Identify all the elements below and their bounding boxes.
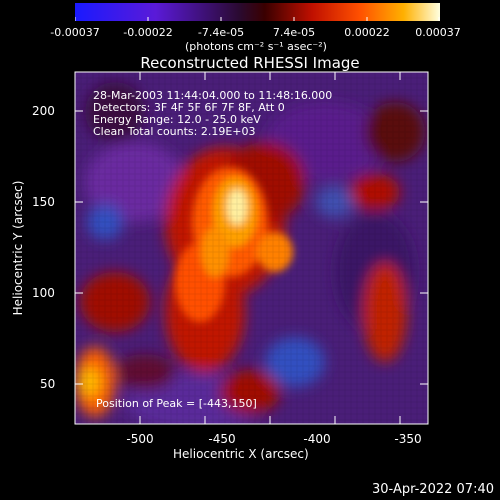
y-tick-label: 200 [32,104,55,118]
x-tick-label: -350 [394,432,422,446]
y-tick-label: 50 [40,377,56,391]
colorbar-tick-label: 7.4e-05 [272,26,316,39]
rhessi-image [75,72,428,424]
info-energy-range: Energy Range: 12.0 - 25.0 keV [93,113,261,126]
colorbar-tick-label: 0.00022 [344,26,390,39]
y-tick-label: 100 [32,286,55,300]
info-time-range: 28-Mar-2003 11:44:04.000 to 11:48:16.000 [93,89,333,102]
timestamp: 30-Apr-2022 07:40 [372,482,494,497]
info-clean-counts: Clean Total counts: 2.19E+03 [93,125,256,138]
x-tick-label: -400 [303,432,331,446]
colorbar-tick-label: -0.00037 [50,26,100,39]
colorbar-tick-label: -7.4e-05 [197,26,245,39]
x-tick-label: -450 [208,432,236,446]
peak-position: Position of Peak = [-443,150] [96,397,257,410]
x-axis-label: Heliocentric X (arcsec) [173,447,309,461]
info-detectors: Detectors: 3F 4F 5F 6F 7F 8F, Att 0 [93,101,285,114]
colorbar-units: (photons cm⁻² s⁻¹ asec⁻²) [185,40,327,53]
colorbar-tick-label: 0.00037 [415,26,461,39]
colorbar-tick-label: -0.00022 [123,26,173,39]
y-tick-label: 150 [32,195,55,209]
color-bar [75,3,440,21]
y-axis-label: Heliocentric Y (arcsec) [11,180,25,316]
x-tick-label: -500 [126,432,154,446]
plot-title: Reconstructed RHESSI Image [140,54,360,72]
